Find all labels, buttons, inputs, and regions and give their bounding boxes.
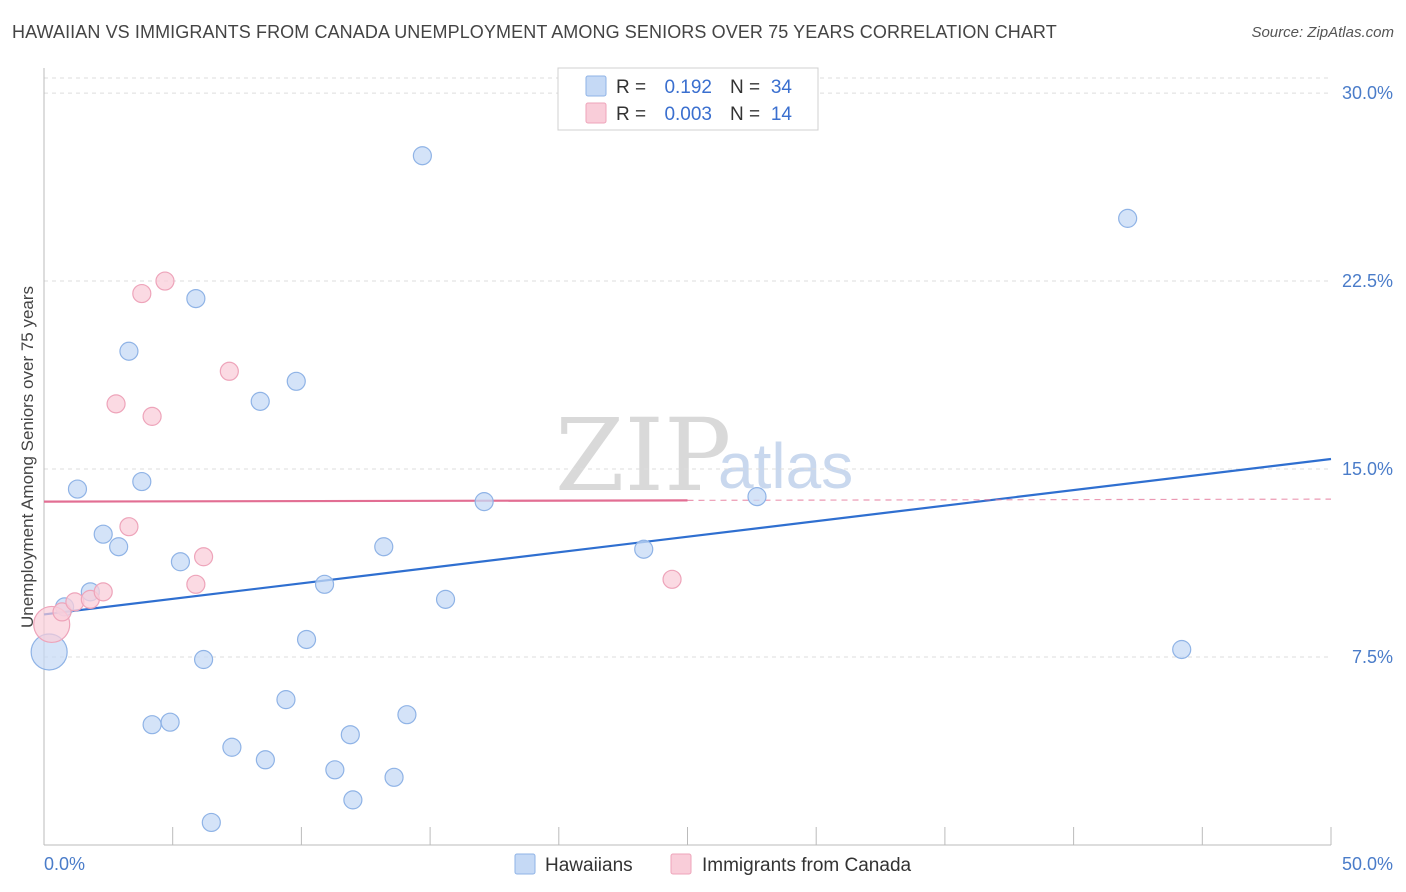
canada-point bbox=[93, 582, 113, 602]
legend-swatch-pink bbox=[585, 102, 607, 124]
watermark-zip: ZIP bbox=[555, 397, 731, 514]
canada-point bbox=[193, 547, 214, 567]
canada-point bbox=[52, 602, 72, 622]
legend-n-value-2: 14 bbox=[771, 104, 793, 125]
hawaiians-point bbox=[412, 146, 432, 166]
chart-title: HAWAIIAN VS IMMIGRANTS FROM CANADA UNEMP… bbox=[12, 22, 1057, 42]
hawaiians-point bbox=[186, 288, 206, 309]
x-tick-label-max: 50.0% bbox=[1342, 854, 1393, 874]
canada-point bbox=[119, 517, 139, 537]
series-legend-swatch-hawaiians bbox=[514, 853, 536, 875]
canada-point bbox=[106, 394, 126, 414]
watermark-atlas: atlas bbox=[718, 430, 853, 502]
hawaiians-point bbox=[384, 767, 404, 787]
stats-legend: R = 0.192 N = 34 R = 0.003 N = 14 bbox=[557, 67, 819, 131]
hawaiians-point bbox=[142, 715, 162, 735]
hawaiians-point bbox=[222, 737, 242, 757]
legend-n-value-1: 34 bbox=[771, 77, 793, 98]
y-axis-title: Unemployment Among Seniors over 75 years bbox=[18, 286, 37, 628]
hawaiians-point bbox=[170, 552, 191, 572]
hawaiians-point bbox=[397, 705, 417, 725]
hawaiians-point bbox=[193, 649, 214, 670]
hawaiians-point bbox=[119, 341, 139, 361]
hawaiians-point bbox=[276, 690, 296, 710]
y-tick-label: 30.0% bbox=[1342, 83, 1393, 103]
hawaiians-point bbox=[435, 589, 456, 609]
canada-point bbox=[155, 271, 175, 291]
hawaiians-point bbox=[343, 790, 363, 810]
hawaiians-point bbox=[286, 371, 306, 391]
canada-trend-line-extension bbox=[687, 498, 1332, 501]
hawaiians-point bbox=[747, 487, 767, 507]
hawaiians-point bbox=[325, 760, 345, 780]
legend-n-label-1: N = bbox=[730, 77, 760, 98]
hawaiians-point bbox=[255, 750, 275, 770]
y-tick-label: 15.0% bbox=[1342, 459, 1393, 479]
canada-trend-line bbox=[43, 499, 688, 503]
hawaiians-point bbox=[93, 524, 113, 544]
x-tick-label-min: 0.0% bbox=[44, 854, 85, 874]
hawaiians-point bbox=[374, 537, 394, 557]
hawaiians-point bbox=[250, 391, 270, 411]
data-points bbox=[30, 146, 1192, 833]
series-legend-swatch-canada bbox=[670, 853, 692, 875]
series-legend: Hawaiians Immigrants from Canada bbox=[514, 853, 912, 876]
legend-swatch-blue bbox=[585, 75, 607, 97]
legend-r-value-2: 0.003 bbox=[664, 104, 712, 125]
hawaiians-point bbox=[474, 492, 494, 512]
canada-point bbox=[219, 361, 239, 381]
canada-point bbox=[132, 283, 152, 304]
hawaiians-point bbox=[132, 471, 152, 492]
legend-r-label-2: R = bbox=[616, 104, 646, 125]
hawaiians-point bbox=[201, 812, 221, 833]
hawaiians-trend-line bbox=[43, 457, 1332, 616]
y-tick-labels: 7.5% 15.0% 22.5% 30.0% bbox=[1342, 83, 1393, 667]
x-ticks bbox=[172, 827, 1332, 845]
canada-point bbox=[662, 569, 682, 589]
hawaiians-point bbox=[1118, 208, 1138, 228]
hawaiians-point bbox=[296, 629, 317, 650]
hawaiians-point bbox=[634, 539, 654, 559]
canada-point bbox=[142, 406, 162, 426]
legend-r-value-1: 0.192 bbox=[664, 77, 712, 98]
hawaiians-point bbox=[109, 537, 129, 557]
series-legend-label-canada: Immigrants from Canada bbox=[702, 855, 912, 876]
legend-r-label-1: R = bbox=[616, 77, 646, 98]
hawaiians-point bbox=[340, 725, 360, 745]
y-tick-label: 7.5% bbox=[1352, 647, 1393, 667]
series-legend-label-hawaiians: Hawaiians bbox=[545, 855, 633, 876]
hawaiians-point bbox=[160, 712, 180, 732]
canada-point bbox=[186, 574, 206, 594]
legend-n-label-2: N = bbox=[730, 104, 760, 125]
source-label: Source: ZipAtlas.com bbox=[1251, 24, 1394, 41]
hawaiians-point bbox=[314, 574, 335, 594]
y-tick-label: 22.5% bbox=[1342, 271, 1393, 291]
hawaiians-point bbox=[67, 479, 88, 499]
hawaiians-point bbox=[1172, 639, 1192, 660]
trend-lines bbox=[43, 457, 1332, 616]
